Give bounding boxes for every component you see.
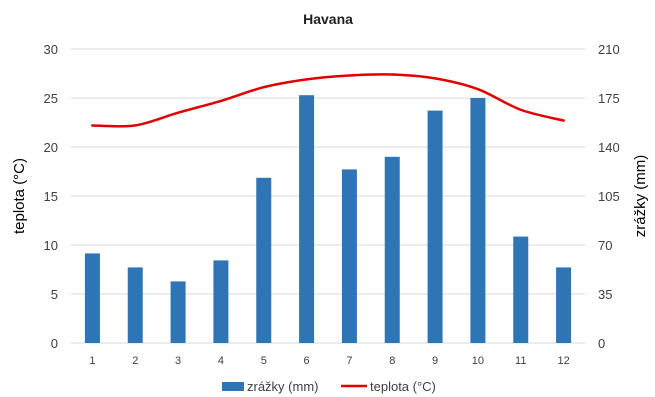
line-point	[91, 124, 94, 127]
legend-label-line: teplota (°C)	[370, 379, 436, 394]
y-tick-label-left: 30	[44, 42, 58, 57]
x-tick-label: 4	[218, 355, 224, 367]
y-axis-left-ticks: 0 5 10 15 20 25 30	[44, 42, 58, 351]
line-point	[476, 87, 480, 91]
x-axis-ticks: 1 2 3 4 5 6 7 8 9 10 11 12	[89, 355, 569, 367]
line-point	[519, 108, 522, 111]
legend-label-bar: zrážky (mm)	[247, 379, 319, 394]
line-point	[134, 124, 137, 127]
line-point	[348, 74, 351, 77]
bar	[556, 267, 572, 343]
bar	[256, 177, 272, 343]
y-axis-right-ticks: 0 35 70 105 140 175 210	[598, 42, 620, 351]
y-tick-label-right: 0	[598, 336, 605, 351]
gridlines	[71, 48, 585, 344]
y-tick-label-right: 70	[598, 238, 612, 253]
line-point	[562, 119, 565, 122]
x-tick-label: 1	[89, 355, 95, 367]
bar	[170, 281, 186, 343]
x-tick-label: 2	[132, 355, 138, 367]
x-tick-label: 5	[261, 355, 267, 367]
y-tick-label-left: 0	[51, 336, 58, 351]
x-tick-label: 3	[175, 355, 181, 367]
y-tick-label-left: 10	[44, 238, 58, 253]
x-tick-label: 9	[432, 355, 438, 367]
y-tick-label-left: 5	[51, 287, 58, 302]
x-tick-label: 7	[346, 355, 352, 367]
y-tick-label-right: 105	[598, 189, 620, 204]
x-tick-label: 8	[389, 355, 395, 367]
y-tick-label-left: 20	[44, 140, 58, 155]
bar	[384, 156, 400, 343]
chart-title: Havana	[303, 11, 353, 27]
y-tick-label-right: 35	[598, 287, 612, 302]
bar	[513, 236, 529, 343]
y-tick-label-right: 175	[598, 91, 620, 106]
line-point	[391, 73, 394, 76]
y-tick-label-right: 140	[598, 140, 620, 155]
y-axis-right-label: zrážky (mm)	[632, 155, 649, 238]
series-line	[91, 73, 565, 128]
x-tick-label: 6	[304, 355, 310, 367]
line-point	[305, 78, 308, 81]
y-tick-label-right: 210	[598, 42, 620, 57]
bar-series	[84, 95, 572, 343]
y-tick-label-left: 15	[44, 189, 58, 204]
x-tick-label: 10	[472, 355, 484, 367]
legend: zrážky (mm) teplota (°C)	[222, 379, 436, 394]
bar	[341, 169, 357, 343]
bar	[299, 95, 315, 343]
line-point	[433, 77, 437, 80]
line-point	[176, 111, 180, 114]
bar	[84, 253, 100, 343]
legend-swatch-bar	[222, 382, 244, 391]
x-tick-label: 11	[515, 355, 526, 367]
x-tick-label: 12	[557, 355, 569, 367]
line-point	[219, 99, 223, 103]
y-axis-left-label: teplota (°C)	[11, 158, 28, 234]
y-tick-label-left: 25	[44, 91, 58, 106]
bar	[470, 98, 486, 343]
bar	[127, 267, 143, 343]
bar	[427, 110, 443, 343]
line-series	[91, 73, 565, 128]
bar	[213, 260, 229, 343]
line-point	[262, 86, 265, 89]
